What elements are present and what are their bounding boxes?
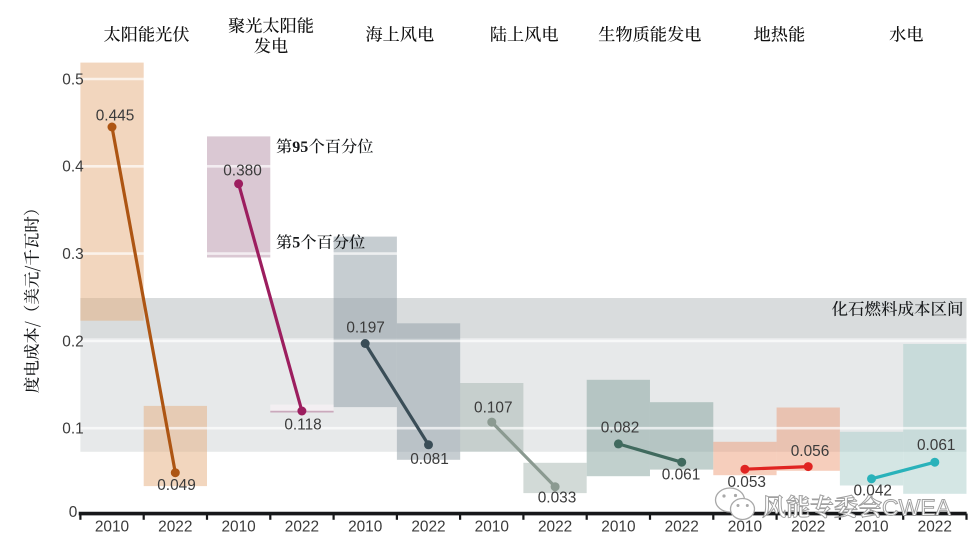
- svg-text:CWEA: CWEA: [882, 495, 952, 521]
- svg-text:2010: 2010: [348, 519, 382, 536]
- svg-text:0.081: 0.081: [410, 451, 449, 468]
- svg-text:0.197: 0.197: [346, 319, 385, 336]
- svg-text:0.061: 0.061: [662, 466, 701, 483]
- svg-text:2010: 2010: [728, 519, 762, 536]
- svg-text:2010: 2010: [221, 519, 255, 536]
- svg-text:2010: 2010: [854, 519, 888, 536]
- svg-text:0.033: 0.033: [538, 489, 577, 506]
- svg-text:2022: 2022: [411, 519, 445, 536]
- svg-text:0.107: 0.107: [474, 399, 513, 416]
- svg-text:2010: 2010: [95, 519, 129, 536]
- svg-text:2010: 2010: [475, 519, 509, 536]
- svg-text:5: 5: [292, 235, 300, 252]
- svg-text:0.082: 0.082: [601, 420, 640, 437]
- svg-text:0.061: 0.061: [917, 437, 956, 454]
- svg-text:0.056: 0.056: [791, 443, 830, 460]
- svg-text:0.118: 0.118: [284, 416, 321, 433]
- svg-text:0.3: 0.3: [62, 246, 83, 263]
- svg-text:0.380: 0.380: [223, 162, 262, 179]
- svg-text:95: 95: [292, 139, 308, 156]
- svg-text:2022: 2022: [665, 519, 699, 536]
- svg-text:0.049: 0.049: [157, 477, 196, 494]
- svg-text:0.042: 0.042: [853, 483, 892, 500]
- svg-text:2022: 2022: [538, 519, 572, 536]
- svg-text:2022: 2022: [285, 519, 319, 536]
- svg-text:2022: 2022: [791, 519, 825, 536]
- svg-text:0.445: 0.445: [96, 107, 135, 124]
- svg-text:2022: 2022: [918, 519, 952, 536]
- svg-text:0.1: 0.1: [62, 421, 83, 438]
- svg-text:0.2: 0.2: [62, 333, 83, 350]
- svg-text:0: 0: [69, 504, 78, 521]
- svg-text:2022: 2022: [158, 519, 192, 536]
- svg-text:2010: 2010: [601, 519, 635, 536]
- svg-text:0.053: 0.053: [727, 474, 766, 491]
- svg-text:0.4: 0.4: [62, 159, 84, 176]
- svg-text:0.5: 0.5: [62, 71, 83, 88]
